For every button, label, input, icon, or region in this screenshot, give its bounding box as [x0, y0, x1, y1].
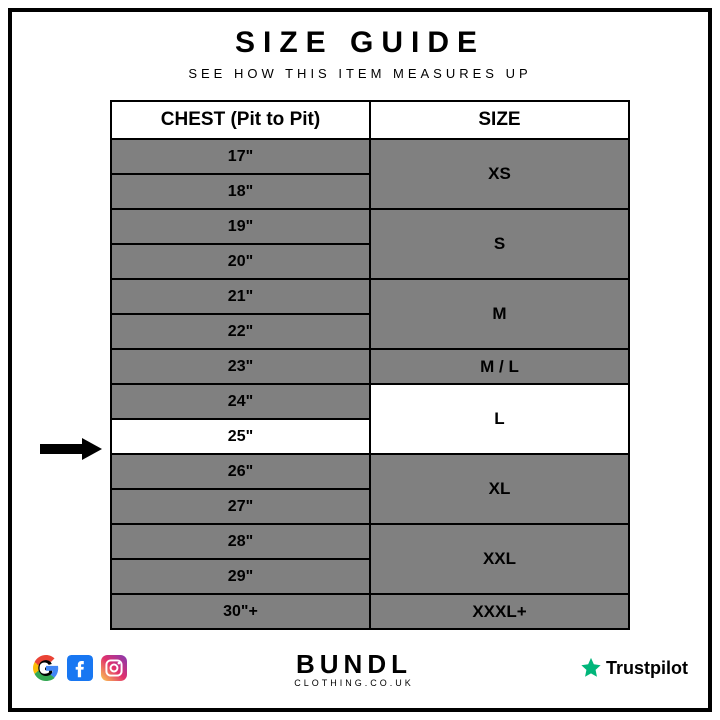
table-row: 30"+XXXL+ — [111, 594, 629, 629]
chest-cell: 20" — [111, 244, 370, 279]
trustpilot-badge: Trustpilot — [580, 657, 688, 679]
arrow-indicator — [40, 440, 102, 458]
size-cell: XXXL+ — [370, 594, 629, 629]
chest-cell: 18" — [111, 174, 370, 209]
table-row: 28"XXL — [111, 524, 629, 559]
google-icon: G — [32, 654, 60, 682]
chest-cell: 24" — [111, 384, 370, 419]
size-cell: M / L — [370, 349, 629, 384]
facebook-icon — [66, 654, 94, 682]
chest-cell: 17" — [111, 139, 370, 174]
size-cell: XS — [370, 139, 629, 209]
chest-cell: 26" — [111, 454, 370, 489]
table-row: 21"M — [111, 279, 629, 314]
chest-cell: 21" — [111, 279, 370, 314]
col-chest-header: CHEST (Pit to Pit) — [111, 101, 370, 139]
instagram-icon — [100, 654, 128, 682]
chest-cell: 30"+ — [111, 594, 370, 629]
page-subtitle: SEE HOW THIS ITEM MEASURES UP — [12, 66, 708, 81]
trustpilot-label: Trustpilot — [606, 658, 688, 679]
star-icon — [580, 657, 602, 679]
size-cell: M — [370, 279, 629, 349]
size-cell: XL — [370, 454, 629, 524]
table-row: 19"S — [111, 209, 629, 244]
size-cell: L — [370, 384, 629, 454]
social-icons: G — [32, 654, 128, 682]
chest-cell: 27" — [111, 489, 370, 524]
chest-cell: 29" — [111, 559, 370, 594]
size-table: CHEST (Pit to Pit) SIZE 17"XS18"19"S20"2… — [110, 100, 630, 630]
chest-cell: 23" — [111, 349, 370, 384]
table-row: 17"XS — [111, 139, 629, 174]
chest-cell: 25" — [111, 419, 370, 454]
chest-cell: 22" — [111, 314, 370, 349]
brand-name: BUNDL — [294, 649, 414, 680]
table-row: 24"L — [111, 384, 629, 419]
brand-logo: BUNDL CLOTHING.CO.UK — [294, 649, 414, 688]
col-size-header: SIZE — [370, 101, 629, 139]
table-row: 26"XL — [111, 454, 629, 489]
chest-cell: 28" — [111, 524, 370, 559]
table-row: 23"M / L — [111, 349, 629, 384]
size-cell: XXL — [370, 524, 629, 594]
size-cell: S — [370, 209, 629, 279]
page-title: SIZE GUIDE — [12, 26, 708, 60]
brand-domain: CLOTHING.CO.UK — [294, 678, 414, 688]
chest-cell: 19" — [111, 209, 370, 244]
